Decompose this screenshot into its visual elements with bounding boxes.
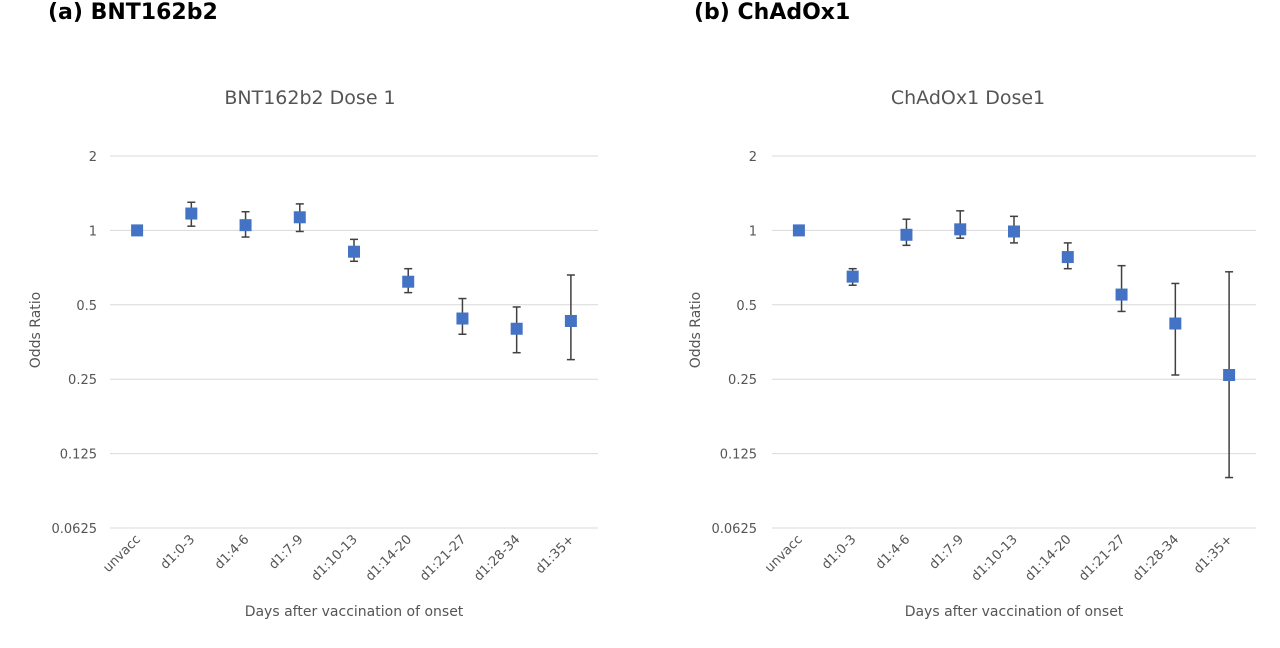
- x-axis-label: Days after vaccination of onset: [245, 604, 464, 620]
- y-tick-label: 0.5: [76, 299, 97, 314]
- odds-ratio-chart-bnt162b2: BNT162b2 Dose 1 2 1 0.5 0.25 0.125 0.0625 Odds …: [28, 87, 598, 620]
- y-tick-label: 2: [89, 150, 97, 165]
- data-point: [792, 224, 805, 237]
- x-axis-label: Days after vaccination of onset: [905, 604, 1124, 620]
- y-tick-label: 0.125: [720, 448, 757, 463]
- y-tick-label: 0.125: [60, 448, 97, 463]
- y-axis-label: Odds Ratio: [688, 292, 704, 368]
- data-point: [900, 228, 913, 241]
- data-point: [293, 211, 306, 224]
- y-tick-label: 0.5: [736, 299, 757, 314]
- data-point: [185, 207, 198, 220]
- x-tick-label: d1:21-27: [1076, 532, 1128, 584]
- panel-label: (a) BNT162b2: [48, 0, 218, 25]
- x-tick-label: d1:28-34: [1130, 532, 1182, 584]
- odds-ratio-chart-chadox1: ChAdOx1 Dose1 2 1 0.5 0.25 0.125 0.0625 Odds Ra…: [688, 87, 1256, 620]
- data-point: [1061, 251, 1074, 264]
- chart-title: BNT162b2 Dose 1: [224, 87, 395, 109]
- data-point: [348, 245, 360, 258]
- y-tick-label: 1: [749, 224, 757, 239]
- y-tick-label: 2: [749, 150, 757, 165]
- panel-label: (b) ChAdOx1: [694, 0, 851, 25]
- x-tick-label: d1:0-3: [819, 532, 859, 572]
- data-point: [456, 312, 469, 325]
- x-tick-label: unvacc: [762, 532, 805, 575]
- y-tick-label: 0.0625: [52, 522, 98, 537]
- data-point: [402, 275, 415, 288]
- data-point: [1008, 225, 1020, 238]
- y-tick-label: 0.25: [68, 373, 97, 388]
- x-tick-label: d1:7-9: [266, 532, 306, 572]
- x-tick-label: d1:4-6: [212, 532, 252, 572]
- x-tick-label: d1:35+: [1191, 532, 1236, 577]
- x-tick-label: d1:4-6: [873, 532, 913, 572]
- x-tick-label: d1:10-13: [309, 532, 361, 584]
- x-tick-label: d1:28-34: [471, 532, 523, 584]
- data-point: [954, 223, 967, 236]
- data-point: [239, 219, 252, 232]
- x-tick-label: unvacc: [100, 532, 143, 575]
- x-tick-label: d1:10-13: [969, 532, 1021, 584]
- x-tick-label: d1:14-20: [1023, 532, 1075, 584]
- y-tick-label: 1: [89, 224, 97, 239]
- data-point: [131, 224, 144, 237]
- data-point: [510, 322, 523, 335]
- chart-title: ChAdOx1 Dose1: [891, 87, 1045, 109]
- data-point: [1115, 288, 1128, 301]
- panel-a: (a) BNT162b2 BNT162b2 Dose 1 2 1 0.5 0.25 0.1…: [28, 0, 598, 620]
- y-tick-label: 0.0625: [712, 522, 758, 537]
- x-tick-label: d1:35+: [533, 532, 578, 577]
- x-tick-label: d1:7-9: [927, 532, 967, 572]
- data-point: [1169, 317, 1182, 330]
- data-point: [564, 314, 577, 327]
- data-point: [846, 270, 859, 283]
- x-tick-label: d1:14-20: [363, 532, 415, 584]
- x-tick-label: d1:21-27: [417, 532, 469, 584]
- y-tick-label: 0.25: [728, 373, 757, 388]
- data-point: [1223, 368, 1236, 381]
- y-axis-label: Odds Ratio: [28, 292, 44, 368]
- x-tick-label: d1:0-3: [158, 532, 198, 572]
- panel-b: (b) ChAdOx1 ChAdOx1 Dose1 2 1 0.5 0.25 0.125 0…: [640, 0, 1280, 648]
